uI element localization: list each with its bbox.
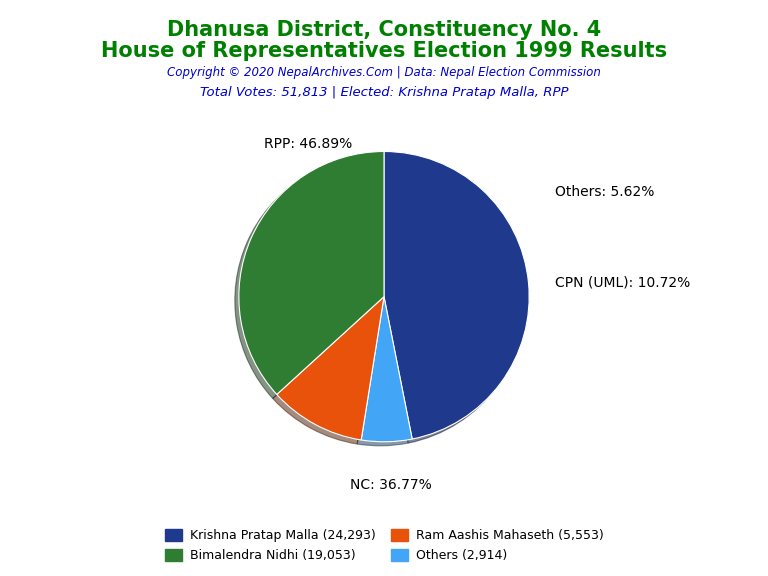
Legend: Krishna Pratap Malla (24,293), Bimalendra Nidhi (19,053), Ram Aashis Mahaseth (5: Krishna Pratap Malla (24,293), Bimalendr… <box>160 524 608 567</box>
Wedge shape <box>384 151 529 439</box>
Text: Dhanusa District, Constituency No. 4: Dhanusa District, Constituency No. 4 <box>167 20 601 40</box>
Text: CPN (UML): 10.72%: CPN (UML): 10.72% <box>555 275 690 289</box>
Text: Copyright © 2020 NepalArchives.Com | Data: Nepal Election Commission: Copyright © 2020 NepalArchives.Com | Dat… <box>167 66 601 79</box>
Text: Total Votes: 51,813 | Elected: Krishna Pratap Malla, RPP: Total Votes: 51,813 | Elected: Krishna P… <box>200 86 568 100</box>
Text: Others: 5.62%: Others: 5.62% <box>555 185 654 199</box>
Wedge shape <box>276 297 384 440</box>
Text: House of Representatives Election 1999 Results: House of Representatives Election 1999 R… <box>101 41 667 62</box>
Wedge shape <box>239 151 384 395</box>
Text: RPP: 46.89%: RPP: 46.89% <box>264 137 353 151</box>
Text: NC: 36.77%: NC: 36.77% <box>350 478 432 492</box>
Wedge shape <box>361 297 412 442</box>
